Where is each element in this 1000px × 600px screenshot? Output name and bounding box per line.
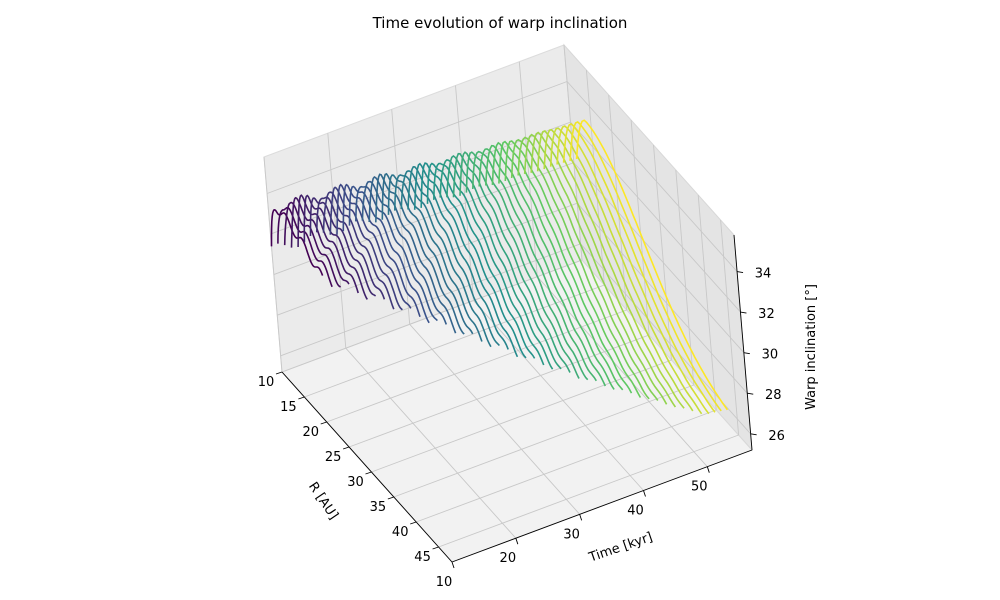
series-line — [510, 138, 650, 400]
series-line — [517, 136, 659, 401]
x-tick — [432, 546, 439, 550]
x-tick — [410, 521, 417, 525]
y-tick — [515, 538, 519, 545]
axis-lines-and-ticks: 10 15 20 25 30 35 40 45 10 20 30 40 50 26 28 30 32 34 — [258, 234, 785, 590]
y-tick — [643, 490, 646, 497]
series-line — [433, 162, 545, 366]
y-tick — [579, 514, 583, 521]
x-tick-label: 20 — [302, 425, 319, 440]
z-tick — [743, 352, 750, 355]
x-axis-label: R [AU] — [305, 480, 341, 523]
series-lines — [270, 119, 729, 415]
x-tick — [342, 446, 350, 450]
x-tick — [365, 471, 372, 475]
series-line — [283, 201, 341, 288]
series-line — [562, 122, 716, 413]
x-tick-label: 35 — [370, 500, 387, 515]
series-line — [322, 191, 395, 310]
z-tick — [736, 271, 744, 273]
series-line — [329, 186, 403, 311]
y-tick — [706, 466, 710, 473]
series-line — [498, 140, 633, 394]
series-line — [368, 175, 457, 334]
series-line — [543, 128, 694, 412]
x-grid-line — [371, 144, 672, 473]
series-line — [523, 133, 668, 405]
z-tick-label: 30 — [762, 348, 779, 363]
y-tick-label: 20 — [500, 551, 517, 566]
series-line — [485, 144, 615, 390]
x-tick — [275, 371, 283, 375]
x-tick-label: 30 — [347, 475, 364, 490]
series-line — [355, 185, 438, 322]
x-axis-line — [281, 371, 453, 563]
z-tick-label: 32 — [758, 307, 775, 322]
x-tick — [298, 396, 305, 400]
x-tick — [387, 496, 394, 500]
x-tick-label: 10 — [258, 375, 275, 390]
z-tick-label: 28 — [765, 388, 782, 403]
x-grid-line — [393, 169, 695, 498]
y-tick — [451, 561, 455, 569]
series-line — [407, 165, 509, 350]
series-line — [491, 141, 624, 391]
series-line — [309, 197, 377, 297]
series-line — [387, 174, 483, 342]
series-line — [530, 131, 677, 408]
y-grid-line — [327, 133, 517, 539]
x-grid-line — [416, 194, 717, 523]
series-line — [549, 127, 703, 415]
z-axis-label: Warp inclination [°] — [804, 284, 819, 410]
y-axis-line — [451, 449, 753, 563]
series-line — [478, 148, 607, 387]
x-tick-label: 40 — [392, 525, 409, 540]
z-tick-label: 34 — [755, 267, 772, 282]
z-grid-line — [266, 80, 738, 272]
y-tick-label: 50 — [691, 480, 708, 495]
series-line — [569, 121, 722, 412]
y-tick-label: 40 — [627, 504, 644, 519]
series-line — [375, 173, 465, 335]
series-line — [270, 208, 324, 276]
series-line — [420, 162, 527, 359]
series-line — [504, 140, 642, 398]
series-line — [303, 194, 368, 300]
z-tick — [750, 433, 757, 436]
x-grid-line — [348, 119, 650, 448]
series-line — [394, 174, 492, 348]
x-grid-line — [326, 94, 628, 423]
series-line — [536, 130, 685, 409]
series-line — [413, 162, 519, 358]
x-tick-label: 45 — [414, 550, 431, 565]
x-grid-line — [438, 219, 740, 548]
y-tick-label: 10 — [436, 575, 453, 590]
series-line — [297, 194, 359, 294]
series-line — [426, 162, 536, 359]
z-tick — [740, 311, 747, 314]
series-line — [342, 183, 421, 318]
x-tick-label: 15 — [280, 400, 297, 415]
series-line — [400, 170, 500, 347]
z-tick-label: 26 — [768, 429, 785, 444]
series-line — [439, 159, 554, 370]
y-axis-label: Time [kyr] — [586, 530, 654, 566]
z-axis-line — [733, 234, 753, 451]
series-line — [277, 206, 333, 288]
series-line — [575, 119, 729, 411]
series-line — [381, 172, 474, 335]
x-tick — [320, 421, 327, 425]
axis-panes — [263, 43, 753, 563]
chart-title: Time evolution of warp inclination — [372, 14, 628, 32]
x-grid-line — [281, 44, 583, 373]
x-tick-label: 25 — [325, 450, 342, 465]
series-line — [316, 196, 386, 300]
z-tick — [747, 392, 754, 395]
y-tick-label: 30 — [563, 527, 580, 542]
